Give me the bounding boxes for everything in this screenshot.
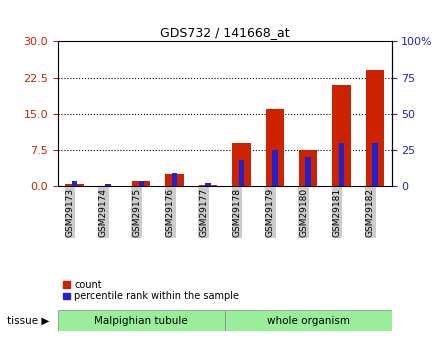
Bar — [65, 184, 84, 186]
Legend: count, percentile rank within the sample: count, percentile rank within the sample — [63, 279, 239, 302]
Bar — [332, 85, 351, 186]
Text: tissue ▶: tissue ▶ — [7, 316, 49, 325]
Title: GDS732 / 141668_at: GDS732 / 141668_at — [160, 26, 290, 39]
Text: GSM29173: GSM29173 — [65, 188, 75, 237]
Bar — [105, 184, 111, 186]
Text: GSM29177: GSM29177 — [199, 188, 208, 237]
Bar — [225, 310, 392, 331]
Bar — [232, 143, 251, 186]
Bar — [58, 310, 225, 331]
Text: Malpighian tubule: Malpighian tubule — [94, 316, 188, 325]
Text: GSM29182: GSM29182 — [366, 188, 375, 237]
Text: GSM29174: GSM29174 — [99, 188, 108, 237]
Bar — [299, 150, 317, 186]
Bar — [205, 184, 211, 186]
Bar — [138, 180, 144, 186]
Text: GSM29175: GSM29175 — [132, 188, 142, 237]
Text: GSM29180: GSM29180 — [299, 188, 308, 237]
Bar — [172, 173, 178, 186]
Text: GSM29179: GSM29179 — [266, 188, 275, 237]
Bar — [132, 181, 150, 186]
Text: GSM29181: GSM29181 — [332, 188, 342, 237]
Bar — [266, 109, 284, 186]
Bar — [272, 150, 278, 186]
Bar — [339, 143, 344, 186]
Bar — [72, 180, 77, 186]
Text: GSM29178: GSM29178 — [232, 188, 241, 237]
Bar — [199, 185, 217, 186]
Bar — [305, 157, 311, 186]
Bar — [239, 160, 244, 186]
Text: GSM29176: GSM29176 — [166, 188, 174, 237]
Bar — [366, 70, 384, 186]
Bar — [372, 143, 378, 186]
Bar — [166, 174, 184, 186]
Text: whole organism: whole organism — [267, 316, 350, 325]
